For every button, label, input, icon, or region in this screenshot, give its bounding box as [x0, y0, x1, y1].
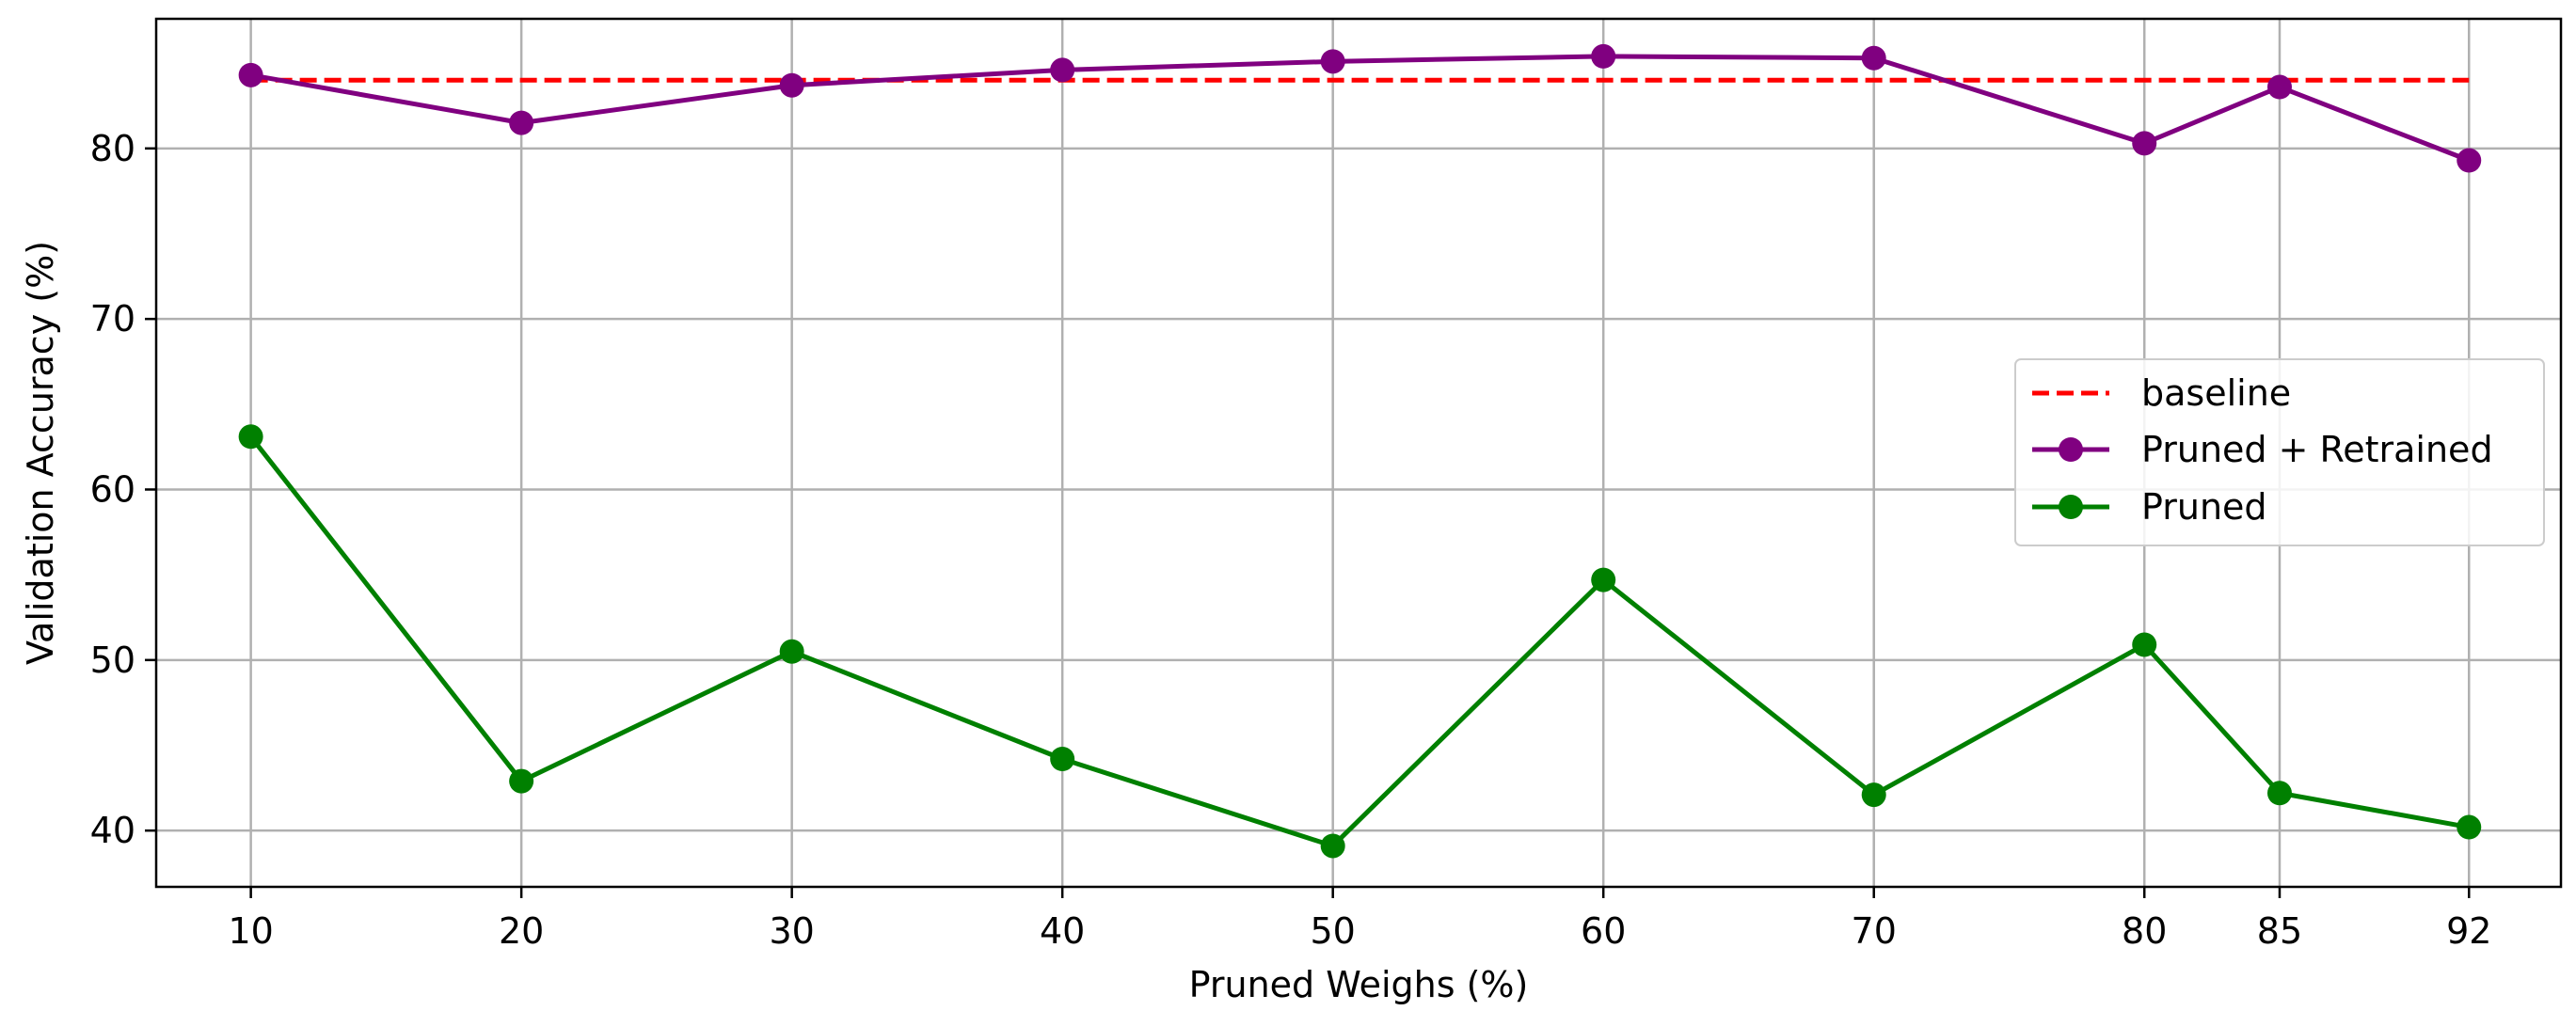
- data-point-pruned-retrained: [238, 62, 263, 87]
- y-axis-ticks: 40 50 60 70 80: [90, 128, 156, 851]
- legend-box: [2014, 358, 2545, 546]
- data-point-pruned-retrained: [779, 72, 804, 98]
- data-point-pruned-retrained: [1591, 43, 1616, 69]
- y-tick-label: 40: [90, 810, 135, 851]
- series-layer: [238, 43, 2482, 859]
- series-line-pruned-retrained: [250, 54, 2471, 163]
- legend-marker-pruned-retrained: [2059, 437, 2083, 462]
- y-tick-label: 80: [90, 128, 135, 169]
- legend-label-pruned-retrained: Pruned + Retrained: [2141, 429, 2493, 470]
- series-line-pruned: [248, 434, 2470, 848]
- data-point-pruned: [2457, 814, 2482, 840]
- x-tick-label: 40: [1040, 910, 1085, 952]
- x-axis-title: Pruned Weighs (%): [1189, 964, 1529, 1005]
- x-tick-label: 20: [499, 910, 544, 952]
- x-tick-label: 70: [1852, 910, 1897, 952]
- legend: baseline Pruned + Retrained Pruned: [2014, 358, 2545, 546]
- x-tick-label: 80: [2122, 910, 2167, 952]
- x-tick-label: 30: [769, 910, 814, 952]
- y-axis-title: Validation Accuracy (%): [20, 241, 61, 665]
- y-tick-label: 50: [90, 640, 135, 681]
- data-point-pruned-retrained: [2132, 131, 2157, 156]
- data-point-pruned-retrained: [1050, 57, 1075, 83]
- data-point-pruned-retrained: [1861, 45, 1886, 71]
- legend-entry-pruned: Pruned: [2032, 486, 2267, 528]
- x-tick-label: 92: [2446, 910, 2491, 952]
- legend-marker-pruned: [2059, 495, 2083, 519]
- data-point-pruned-retrained: [1320, 49, 1345, 74]
- data-point-pruned: [1320, 833, 1345, 859]
- legend-entry-pruned-retrained: Pruned + Retrained: [2032, 429, 2493, 470]
- data-point-pruned: [1050, 746, 1075, 771]
- x-axis-ticks: 10 20 30 40 50 60 70 80 85 92: [228, 887, 2491, 952]
- y-tick-label: 60: [90, 468, 135, 510]
- data-point-pruned-retrained: [2457, 148, 2482, 173]
- data-point-pruned: [1591, 567, 1616, 592]
- legend-label-baseline: baseline: [2141, 372, 2291, 414]
- legend-entry-baseline: baseline: [2032, 372, 2291, 414]
- legend-label-pruned: Pruned: [2141, 486, 2267, 528]
- data-point-pruned: [509, 768, 534, 794]
- x-tick-label: 85: [2257, 910, 2302, 952]
- data-point-pruned: [2132, 632, 2157, 657]
- data-point-pruned: [779, 639, 804, 664]
- data-point-pruned-retrained: [2266, 74, 2292, 100]
- y-tick-label: 70: [90, 298, 135, 340]
- x-tick-label: 60: [1581, 910, 1626, 952]
- data-point-pruned: [1861, 782, 1886, 808]
- data-point-pruned: [238, 424, 263, 450]
- plot-frame: [154, 17, 2563, 889]
- x-tick-label: 50: [1311, 910, 1356, 952]
- data-point-pruned: [2266, 781, 2292, 806]
- x-tick-label: 10: [228, 910, 273, 952]
- data-point-pruned-retrained: [509, 110, 534, 135]
